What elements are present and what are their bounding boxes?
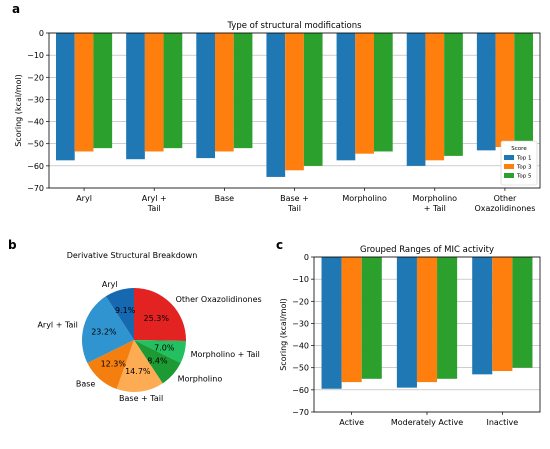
bar-top-5 — [373, 33, 393, 152]
y-tick-label: −70 — [27, 184, 44, 193]
x-tick-label: Active — [339, 418, 364, 427]
x-tick-label: Aryl — [76, 194, 92, 203]
legend-swatch — [504, 164, 514, 169]
bar-top-3 — [492, 257, 513, 372]
pie-percent-label: 23.2% — [91, 328, 117, 337]
pie-percent-label: 25.3% — [144, 314, 170, 323]
y-tick-label: −20 — [292, 297, 309, 306]
bar-top-5 — [233, 33, 253, 149]
y-tick-label: 0 — [304, 253, 309, 262]
bar-top-5 — [163, 33, 183, 149]
legend-label: Top 5 — [516, 174, 532, 180]
y-tick-label: −30 — [27, 95, 44, 104]
pie-slice — [134, 340, 181, 384]
pie-slice-label: Other Oxazolidinones — [176, 295, 262, 304]
x-tick-label: Morpholino + Tail — [413, 194, 458, 213]
bar-top-3 — [285, 33, 304, 171]
pie-slice — [81, 296, 134, 364]
bar-top-1 — [336, 33, 356, 161]
bar-top-3 — [215, 33, 234, 152]
bar-top-5 — [444, 33, 463, 156]
bar-top-1 — [396, 257, 417, 388]
x-tick-label: Base + Tail — [280, 194, 309, 213]
chart-title: Type of structural modifications — [226, 21, 362, 31]
panel-letter-c: c — [276, 238, 284, 252]
bar-top-1 — [321, 257, 342, 389]
legend-swatch — [504, 173, 514, 178]
bar-top-1 — [406, 33, 426, 166]
bar-top-5 — [93, 33, 113, 149]
pie-slice — [87, 340, 134, 390]
pie-percent-label: 7.0% — [154, 343, 175, 352]
bar-top-3 — [355, 33, 374, 154]
y-tick-label: 0 — [39, 29, 44, 38]
legend-swatch — [504, 155, 514, 160]
legend-label: Top 1 — [516, 156, 532, 162]
y-tick-label: −10 — [292, 275, 309, 284]
y-axis-label: Scoring (kcal/mol) — [279, 298, 288, 371]
y-tick-label: −40 — [27, 118, 44, 127]
bar-top-1 — [266, 33, 286, 177]
bar-top-5 — [437, 257, 458, 379]
chart-title: Derivative Structural Breakdown — [67, 251, 198, 260]
bar-top-5 — [514, 33, 533, 143]
y-tick-label: −50 — [292, 364, 309, 373]
bar-top-1 — [472, 257, 493, 375]
y-tick-label: −30 — [292, 319, 309, 328]
bar-top-5 — [303, 33, 323, 166]
pie-slice — [134, 340, 186, 364]
pie-percent-label: 12.3% — [101, 359, 127, 368]
pie-slice — [116, 340, 163, 392]
bar-top-1 — [196, 33, 216, 159]
y-tick-label: −50 — [27, 140, 44, 149]
pie-slice-label: Morpholino — [178, 375, 223, 384]
pie-slice — [134, 288, 186, 341]
x-tick-label: Inactive — [486, 418, 518, 427]
panel-letter-a: a — [12, 2, 21, 16]
y-tick-label: −40 — [292, 342, 309, 351]
bar-top-3 — [341, 257, 362, 383]
chart-panel-b: Derivative Structural Breakdown 25.3% Othe… — [37, 251, 261, 403]
x-tick-label: Other Oxazolidinones — [474, 194, 535, 213]
pie-slice — [105, 288, 134, 340]
chart-title: Grouped Ranges of MIC activity — [360, 245, 494, 255]
x-tick-label: Morpholino — [342, 194, 387, 203]
bar-top-3 — [416, 257, 438, 383]
x-tick-label: Aryl + Tail — [142, 194, 167, 213]
x-tick-label: Moderately Active — [391, 418, 463, 427]
legend: Score Top 1 Top 3 Top 5 — [500, 140, 538, 186]
y-tick-label: −70 — [292, 408, 309, 417]
y-tick-label: −20 — [27, 73, 44, 82]
bar-top-3 — [495, 33, 515, 148]
x-tick-label: Base — [215, 194, 235, 203]
y-axis-label: Scoring (kcal/mol) — [14, 74, 23, 147]
bar-top-1 — [56, 33, 75, 161]
bar-top-1 — [476, 33, 496, 151]
pie-slice-label: Aryl + Tail — [37, 320, 77, 329]
y-tick-label: −60 — [27, 162, 44, 171]
pie-percent-label: 8.4% — [147, 357, 168, 366]
pie-slice-label: Base + Tail — [119, 394, 163, 403]
legend-title: Score — [511, 146, 527, 152]
pie-slice-label: Morpholino + Tail — [191, 350, 260, 359]
legend-label: Top 3 — [516, 165, 532, 171]
bar-top-5 — [361, 257, 382, 379]
chart-panel-a: Type of structural modifications 0 −10 −20 −… — [14, 21, 541, 213]
bar-top-3 — [74, 33, 94, 152]
pie-percent-label: 9.1% — [115, 306, 136, 315]
y-tick-label: −60 — [292, 386, 309, 395]
panel-letter-b: b — [8, 238, 17, 252]
plot-frame — [48, 32, 541, 189]
pie-percent-label: 14.7% — [125, 367, 151, 376]
plot-frame — [313, 256, 541, 413]
pie-slice-label: Base — [76, 380, 96, 389]
bar-top-1 — [126, 33, 145, 160]
pie-slice-label: Aryl — [102, 280, 118, 289]
chart-panel-c: Grouped Ranges of MIC activity 0 −10 −20 −30… — [279, 245, 541, 427]
y-tick-label: −10 — [27, 51, 44, 60]
bar-top-3 — [425, 33, 445, 161]
bar-top-5 — [512, 257, 533, 368]
bar-top-3 — [144, 33, 164, 152]
